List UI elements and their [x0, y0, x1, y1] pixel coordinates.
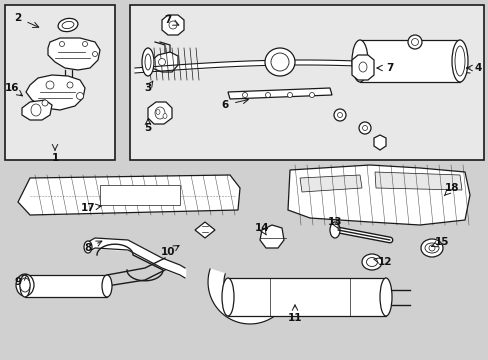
- Ellipse shape: [163, 113, 167, 118]
- Ellipse shape: [102, 275, 112, 297]
- Ellipse shape: [20, 278, 30, 292]
- Polygon shape: [260, 225, 284, 248]
- Text: 2: 2: [14, 13, 21, 23]
- Polygon shape: [351, 55, 373, 80]
- Text: 3: 3: [144, 83, 151, 93]
- Text: 12: 12: [377, 257, 391, 267]
- Bar: [130, 5, 483, 160]
- Ellipse shape: [309, 93, 314, 98]
- Ellipse shape: [454, 46, 464, 76]
- Ellipse shape: [242, 93, 247, 98]
- Ellipse shape: [67, 82, 73, 88]
- Ellipse shape: [366, 257, 377, 266]
- Ellipse shape: [31, 104, 41, 116]
- Ellipse shape: [329, 222, 339, 238]
- Text: 16: 16: [5, 83, 19, 93]
- Ellipse shape: [84, 241, 92, 253]
- Ellipse shape: [379, 278, 391, 316]
- Text: 7: 7: [164, 15, 171, 25]
- Ellipse shape: [362, 126, 367, 130]
- Bar: [5, 5, 115, 160]
- Ellipse shape: [451, 40, 467, 82]
- Bar: [25, 275, 107, 297]
- Text: 11: 11: [287, 313, 302, 323]
- Ellipse shape: [265, 93, 270, 98]
- Text: 18: 18: [444, 183, 458, 193]
- Ellipse shape: [351, 40, 367, 82]
- Polygon shape: [26, 75, 85, 110]
- Polygon shape: [48, 38, 100, 70]
- Ellipse shape: [264, 48, 294, 76]
- Polygon shape: [150, 52, 178, 72]
- Ellipse shape: [158, 58, 165, 66]
- Text: 17: 17: [81, 203, 95, 213]
- Ellipse shape: [424, 243, 438, 253]
- Ellipse shape: [142, 48, 154, 76]
- Text: 10: 10: [161, 247, 175, 257]
- Ellipse shape: [222, 278, 234, 316]
- Text: 15: 15: [434, 237, 448, 247]
- Ellipse shape: [270, 53, 288, 71]
- Text: 4: 4: [473, 63, 481, 73]
- Ellipse shape: [20, 275, 30, 297]
- Bar: [100, 185, 180, 205]
- Polygon shape: [207, 269, 289, 324]
- Polygon shape: [195, 222, 215, 238]
- Polygon shape: [374, 172, 461, 190]
- Ellipse shape: [428, 245, 434, 251]
- Ellipse shape: [337, 112, 342, 117]
- Ellipse shape: [358, 122, 370, 134]
- Ellipse shape: [407, 35, 421, 49]
- Text: 5: 5: [144, 123, 151, 133]
- Polygon shape: [299, 175, 361, 192]
- Polygon shape: [18, 175, 240, 215]
- Ellipse shape: [169, 21, 177, 29]
- Ellipse shape: [156, 109, 160, 114]
- Ellipse shape: [155, 107, 164, 119]
- Bar: [359, 40, 459, 82]
- Bar: [227, 278, 385, 316]
- Text: 14: 14: [254, 223, 269, 233]
- Polygon shape: [22, 100, 52, 120]
- Text: 1: 1: [51, 153, 59, 163]
- Ellipse shape: [16, 274, 34, 296]
- Ellipse shape: [46, 81, 54, 89]
- Ellipse shape: [92, 51, 97, 57]
- Text: 7: 7: [386, 63, 393, 73]
- Text: 8: 8: [84, 243, 91, 253]
- Polygon shape: [287, 165, 469, 225]
- Ellipse shape: [420, 239, 442, 257]
- Ellipse shape: [333, 109, 346, 121]
- Text: 13: 13: [327, 217, 342, 227]
- Ellipse shape: [76, 93, 83, 99]
- Ellipse shape: [42, 100, 48, 106]
- Text: 9: 9: [15, 277, 21, 287]
- Ellipse shape: [358, 62, 366, 72]
- Ellipse shape: [411, 39, 418, 45]
- Ellipse shape: [361, 254, 381, 270]
- Polygon shape: [227, 88, 331, 99]
- Ellipse shape: [287, 93, 292, 98]
- Ellipse shape: [62, 21, 74, 28]
- Ellipse shape: [58, 18, 78, 32]
- Polygon shape: [162, 15, 183, 35]
- Ellipse shape: [82, 41, 87, 46]
- Polygon shape: [373, 135, 385, 150]
- Ellipse shape: [60, 41, 64, 46]
- Polygon shape: [148, 102, 172, 124]
- Ellipse shape: [145, 54, 151, 70]
- Text: 6: 6: [221, 100, 228, 110]
